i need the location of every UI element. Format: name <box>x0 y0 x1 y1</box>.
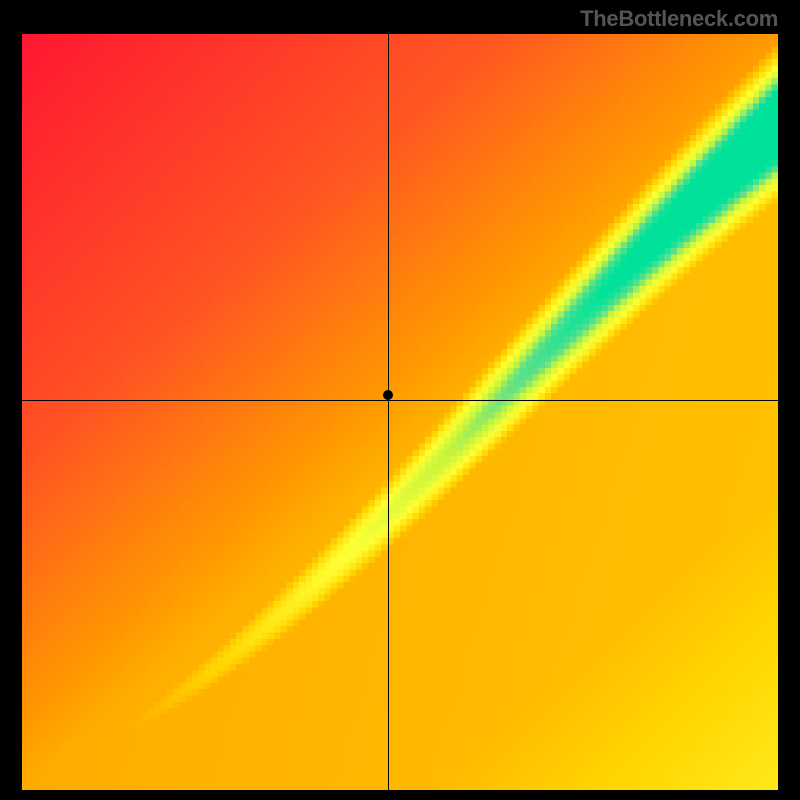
crosshair-vertical <box>388 34 389 790</box>
heatmap-canvas <box>22 34 778 790</box>
heatmap-plot <box>22 34 778 790</box>
attribution-text: TheBottleneck.com <box>580 6 778 32</box>
plot-frame <box>22 34 778 790</box>
data-point-marker <box>383 390 393 400</box>
crosshair-horizontal <box>22 400 778 401</box>
